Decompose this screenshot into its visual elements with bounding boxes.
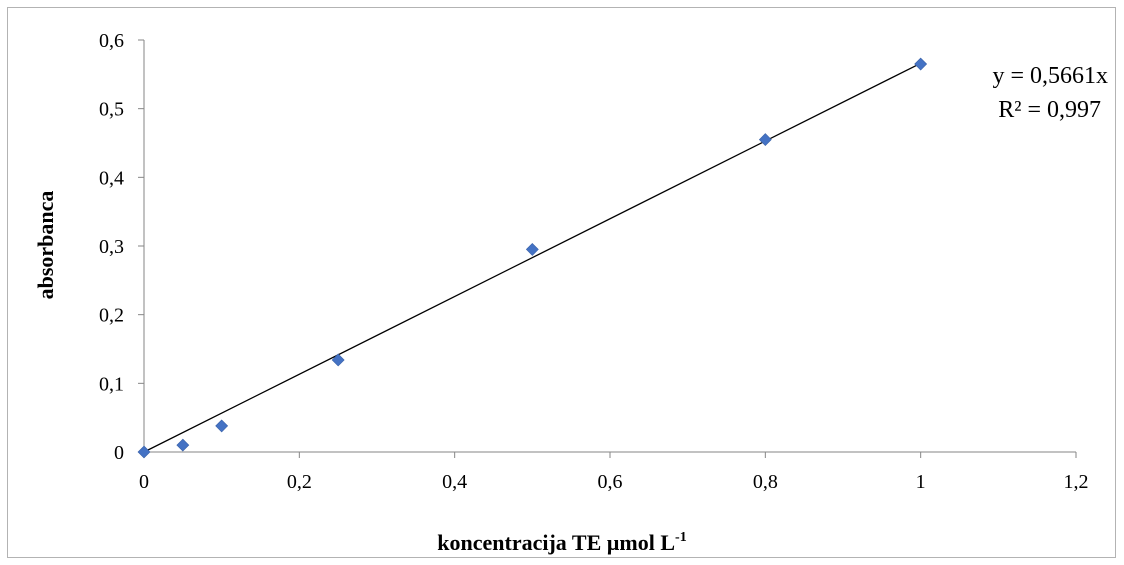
trendline xyxy=(143,62,921,453)
data-point xyxy=(137,445,151,459)
chart-frame xyxy=(7,7,1116,558)
y-tick-label: 0,1 xyxy=(99,373,124,395)
x-tick-label: 1 xyxy=(916,471,926,493)
x-tick-label: 0,8 xyxy=(753,471,778,493)
trendline-r-squared: R² = 0,997 xyxy=(998,97,1101,123)
y-tick-label: 0,3 xyxy=(99,236,124,258)
y-tick-label: 0,6 xyxy=(99,30,124,52)
data-points xyxy=(137,57,928,459)
trendline-path xyxy=(143,62,921,453)
x-axis-title-superscript: -1 xyxy=(675,530,687,545)
y-tick-label: 0 xyxy=(114,442,124,464)
x-tick-label: 0,2 xyxy=(287,471,312,493)
y-tick-label: 0,4 xyxy=(99,167,124,189)
x-tick-label: 0 xyxy=(139,471,149,493)
x-tick-label: 0,6 xyxy=(598,471,623,493)
data-point xyxy=(914,57,928,71)
axes xyxy=(138,39,1077,458)
data-point xyxy=(758,133,772,146)
y-tick-label: 0,2 xyxy=(99,305,124,327)
x-tick-label: 1,2 xyxy=(1064,471,1089,493)
data-point xyxy=(215,419,229,433)
y-axis-title: absorbanca xyxy=(33,191,58,300)
tick-labels: 0 0,1 0,2 0,3 0,4 0,5 0,6 0 0,2 0,4 0,6 0,8 1 1,2 xyxy=(99,30,1089,493)
data-point xyxy=(331,353,345,367)
x-tick-label: 0,4 xyxy=(442,471,467,493)
y-tick-label: 0,5 xyxy=(99,99,124,121)
data-point xyxy=(176,438,190,452)
x-axis-title-main: koncentracija TE µmol L xyxy=(437,530,675,555)
x-axis-title: koncentracija TE µmol L-1 xyxy=(437,530,686,555)
trendline-equation: y = 0,5661x xyxy=(992,63,1108,89)
data-point xyxy=(525,243,539,256)
